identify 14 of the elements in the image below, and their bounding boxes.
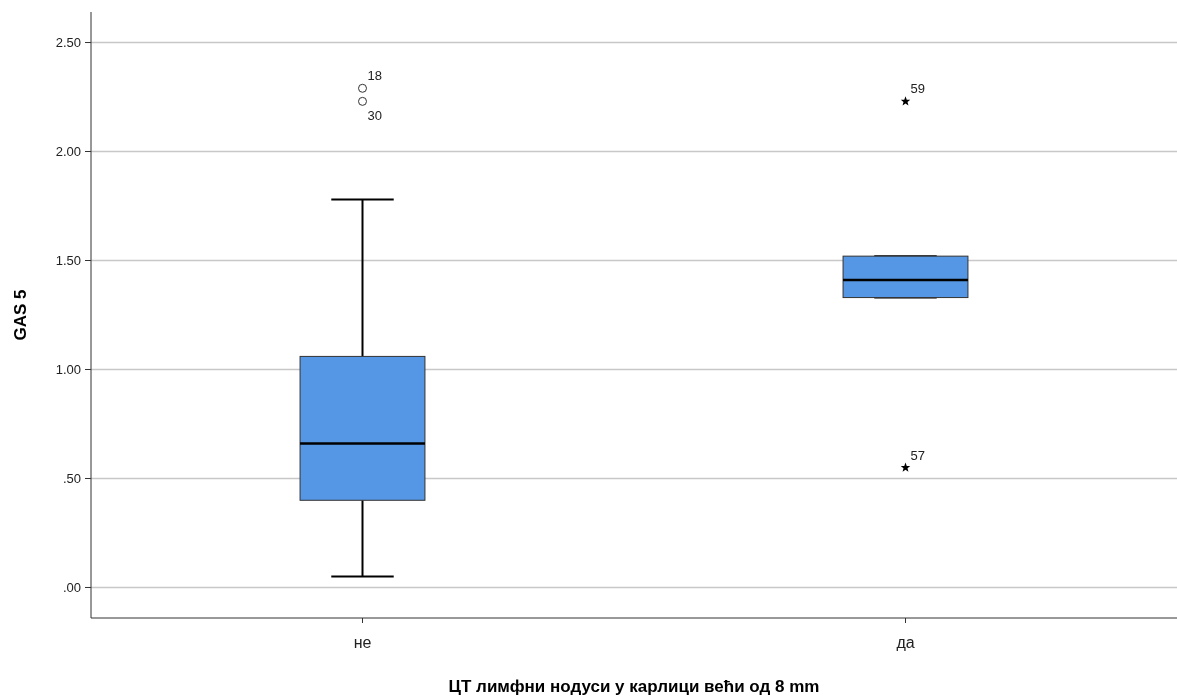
annotation: 59 <box>910 81 925 97</box>
y-tick-label: .00 <box>62 580 81 596</box>
x-tick-label: не <box>353 634 372 651</box>
y-tick-label: 2.50 <box>55 35 81 51</box>
x-tick-label: да <box>896 634 915 651</box>
y-tick-label: 2.00 <box>55 144 81 160</box>
annotation: 57 <box>910 447 925 463</box>
y-tick-label: 1.00 <box>55 362 81 378</box>
y-tick-label: .50 <box>62 471 81 487</box>
annotation: 18 <box>367 68 382 84</box>
y-tick-label: 1.50 <box>55 253 81 269</box>
annotation: 30 <box>367 108 382 124</box>
x-axis-title: ЦТ лимфни нодуси у карлици већи од 8 mm <box>448 677 820 696</box>
y-axis-title: GAS 5 <box>11 289 30 341</box>
